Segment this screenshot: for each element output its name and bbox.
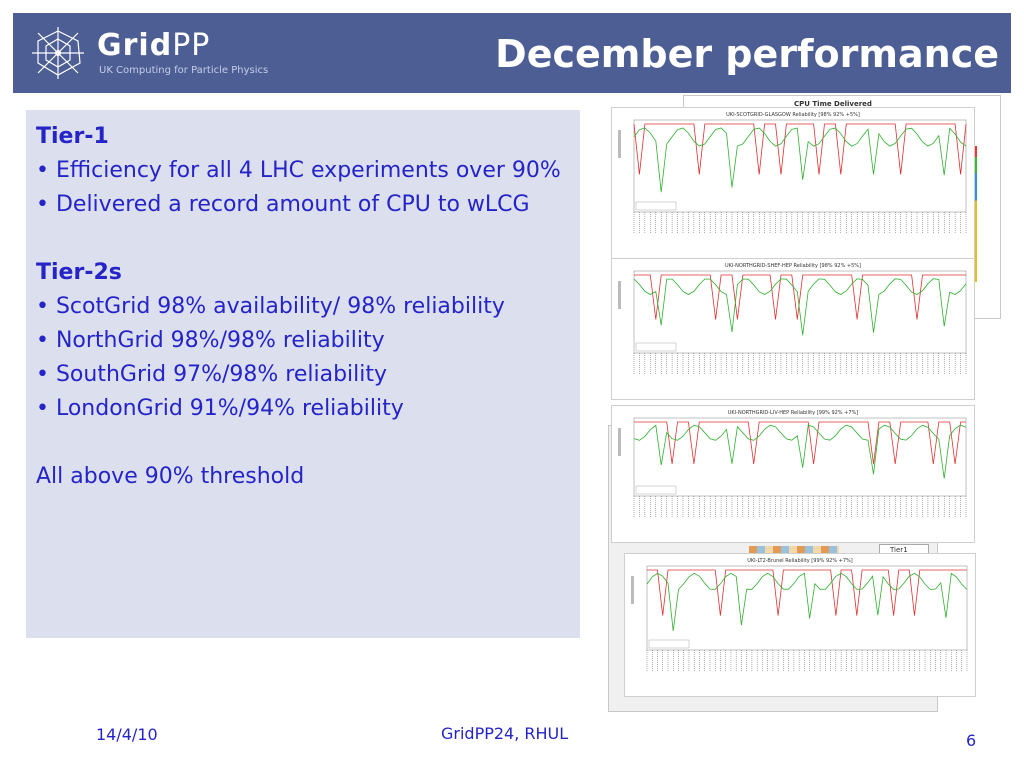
availability-series — [634, 421, 966, 465]
availability-series — [633, 123, 967, 175]
tier1-bullet-cpu: • Delivered a record amount of CPU to wL… — [36, 192, 530, 217]
reliability-series — [633, 127, 967, 193]
y-axis-label — [618, 428, 621, 456]
plot-legend — [648, 639, 690, 649]
y-axis-label — [618, 281, 621, 309]
plot-shef-reliability: UKI-NORTHGRID-SHEF-HEP Reliability [98% … — [611, 258, 975, 400]
reliability-series — [633, 278, 967, 336]
logo-wordmark: GridPP — [97, 28, 211, 63]
tier2-bullet-northgrid: • NorthGrid 98%/98% reliability — [36, 328, 385, 353]
slide-title: December performance — [495, 32, 999, 76]
plot-legend — [635, 201, 677, 211]
footer-date: 14/4/10 — [96, 725, 158, 744]
normalised-cpu-legend-strip — [749, 546, 839, 554]
plot-brunel-reliability: UKI-LT2-Brunel Reliability [99% 92% +7%] — [624, 553, 976, 697]
plot-legend — [635, 342, 677, 352]
plot-frame — [633, 417, 967, 497]
page-number: 6 — [966, 731, 977, 750]
tier2-heading: Tier-2s — [36, 260, 122, 285]
plot-liv-reliability: UKI-NORTHGRID-LIV-HEP Reliability [99% 9… — [611, 405, 975, 543]
reliability-series — [646, 572, 968, 631]
reliability-figures: CPU Time Delivered Tier1 UKI-SCOTGRID-GL… — [608, 95, 1003, 715]
plot-title: UKI-NORTHGRID-SHEF-HEP Reliability [98% … — [725, 263, 861, 269]
availability-series — [634, 274, 966, 320]
tier2-bullet-southgrid: • SouthGrid 97%/98% reliability — [36, 362, 388, 387]
availability-series — [647, 569, 967, 616]
summary-text-box: Tier-1 • Efficiency for all 4 LHC experi… — [26, 110, 580, 638]
plot-frame — [646, 565, 968, 651]
plot-title: UKI-SCOTGRID-GLASGOW Reliability [98% 92… — [726, 112, 860, 118]
title-banner: GridPP UK Computing for Particle Physics… — [13, 13, 1011, 93]
footer-event: GridPP24, RHUL — [441, 724, 569, 743]
plot-glasgow-reliability: UKI-SCOTGRID-GLASGOW Reliability [98% 92… — [611, 107, 975, 259]
reliability-series — [633, 424, 967, 479]
plot-title: UKI-NORTHGRID-LIV-HEP Reliability [99% 9… — [728, 410, 859, 416]
plot-frame — [633, 270, 967, 354]
y-axis-label — [631, 576, 634, 604]
conclusion-text: All above 90% threshold — [36, 464, 305, 489]
y-axis-label — [618, 130, 621, 158]
tier1-heading: Tier-1 — [36, 124, 109, 149]
cpu-time-chart-title: CPU Time Delivered — [794, 100, 872, 108]
tier2-bullet-londongrid: • LondonGrid 91%/94% reliability — [36, 396, 404, 421]
tier1-bullet-efficiency: • Efficiency for all 4 LHC experiments o… — [36, 158, 561, 183]
logo-subtitle: UK Computing for Particle Physics — [99, 65, 269, 76]
plot-legend — [635, 485, 677, 495]
tier2-bullet-scotgrid: • ScotGrid 98% availability/ 98% reliabi… — [36, 294, 505, 319]
gridpp-logo-icon — [32, 27, 84, 79]
plot-title: UKI-LT2-Brunel Reliability [99% 92% +7%] — [747, 558, 853, 564]
plot-frame — [633, 119, 967, 213]
